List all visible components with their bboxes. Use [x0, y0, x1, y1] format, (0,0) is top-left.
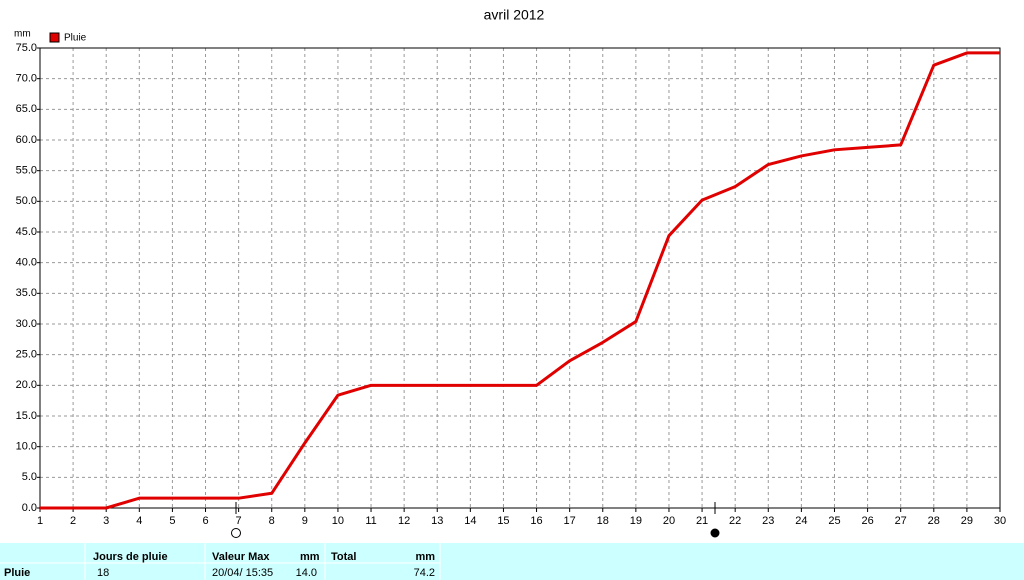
x-tick-label: 12 — [398, 515, 410, 527]
x-tick-label: 25 — [828, 515, 840, 527]
x-tick-label: 18 — [597, 515, 609, 527]
x-tick-label: 16 — [530, 515, 542, 527]
x-tick-label: 8 — [269, 515, 275, 527]
y-tick-label: 5.0 — [22, 471, 37, 483]
x-tick-label: 17 — [564, 515, 576, 527]
x-tick-label: 24 — [795, 515, 807, 527]
table-row-label: Pluie — [4, 567, 30, 579]
x-tick-label: 30 — [994, 515, 1006, 527]
x-tick-label: 14 — [464, 515, 476, 527]
y-tick-label: 75.0 — [16, 42, 37, 54]
y-tick-label: 25.0 — [16, 349, 37, 361]
rain-line — [40, 51, 1000, 510]
x-tick-label: 20 — [663, 515, 675, 527]
x-tick-label: 4 — [136, 515, 142, 527]
x-tick-label: 7 — [236, 515, 242, 527]
table-header: Jours de pluie — [93, 551, 168, 563]
y-tick-label: 35.0 — [16, 287, 37, 299]
plot-frame — [39, 47, 1001, 509]
x-tick-label: 6 — [202, 515, 208, 527]
x-tick-label: 3 — [103, 515, 109, 527]
x-tick-label: 5 — [169, 515, 175, 527]
x-tick-label: 13 — [431, 515, 443, 527]
y-tick-label: 40.0 — [16, 257, 37, 269]
y-tick-label: 45.0 — [16, 226, 37, 238]
y-tick-label: 0.0 — [22, 502, 37, 514]
x-tick-label: 26 — [861, 515, 873, 527]
x-tick-label: 22 — [729, 515, 741, 527]
y-unit: mm — [14, 29, 31, 40]
table-header: Valeur Max — [212, 551, 270, 563]
chart-title: avril 2012 — [484, 7, 545, 23]
table-header: mm — [300, 551, 320, 563]
y-tick-label: 60.0 — [16, 134, 37, 146]
table-header: Total — [331, 551, 356, 563]
moon-new — [231, 528, 241, 538]
y-tick-label: 55.0 — [16, 165, 37, 177]
y-tick-label: 70.0 — [16, 73, 37, 85]
table-cell: 18 — [97, 567, 109, 579]
table-cell: 74.2 — [414, 567, 435, 579]
table-header: mm — [415, 551, 435, 563]
x-tick-label: 27 — [895, 515, 907, 527]
x-tick-label: 28 — [928, 515, 940, 527]
y-tick-label: 10.0 — [16, 441, 37, 453]
y-tick-label: 20.0 — [16, 379, 37, 391]
x-tick-label: 23 — [762, 515, 774, 527]
x-tick-label: 9 — [302, 515, 308, 527]
legend-swatch — [49, 32, 60, 43]
table-cell: 20/04/ 15:35 — [212, 567, 273, 579]
x-tick-label: 2 — [70, 515, 76, 527]
table-cell: 14.0 — [296, 567, 317, 579]
x-tick-label: 11 — [365, 515, 376, 527]
x-tick-label: 15 — [497, 515, 509, 527]
table-bg — [0, 543, 1024, 580]
legend-label: Pluie — [64, 33, 87, 44]
y-tick-label: 50.0 — [16, 195, 37, 207]
y-tick-label: 15.0 — [16, 410, 37, 422]
moon-full — [710, 528, 720, 538]
x-tick-label: 21 — [696, 515, 708, 527]
x-tick-label: 10 — [332, 515, 344, 527]
x-tick-label: 1 — [37, 515, 43, 527]
x-tick-label: 19 — [630, 515, 642, 527]
x-tick-label: 29 — [961, 515, 973, 527]
y-tick-label: 65.0 — [16, 103, 37, 115]
y-tick-label: 30.0 — [16, 318, 37, 330]
